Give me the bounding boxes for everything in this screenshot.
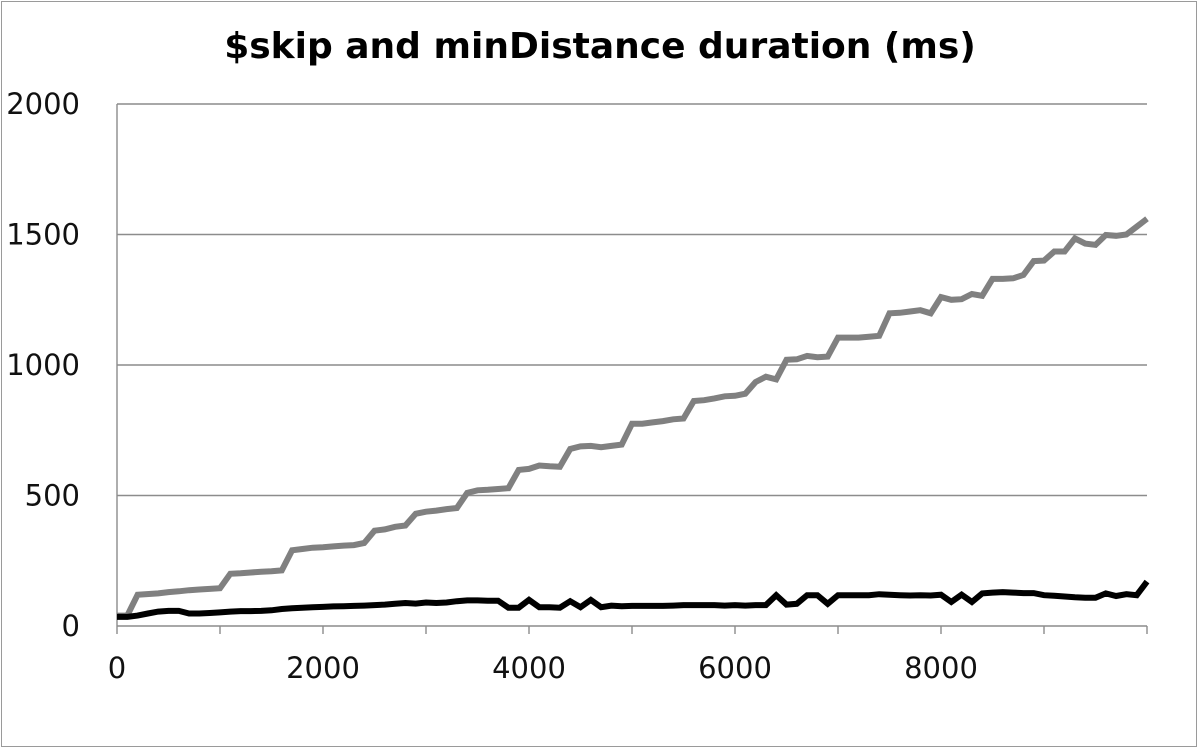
series-line-1: [117, 216, 1149, 619]
x-tick-label: 2000: [286, 651, 360, 685]
x-tick-label: 6000: [698, 651, 772, 685]
gridlines: [117, 103, 1147, 497]
y-tick-label: 0: [62, 609, 80, 643]
series-line-2: [117, 579, 1150, 620]
y-tick-label: 2000: [6, 87, 80, 121]
x-tick-label: 4000: [492, 651, 566, 685]
y-tick-label: 1500: [6, 218, 80, 252]
x-tick-label: 8000: [904, 651, 978, 685]
tick-labels: 0 500 1000 1500 2000 0 2000 4000 6000 8000: [6, 87, 978, 685]
y-tick-label: 500: [25, 479, 80, 513]
chart-title: $skip and minDistance duration (ms): [224, 26, 976, 67]
axes: [116, 104, 1148, 634]
x-tick-label: 0: [108, 651, 126, 685]
y-tick-label: 1000: [6, 348, 80, 382]
series-lines: [117, 216, 1150, 620]
